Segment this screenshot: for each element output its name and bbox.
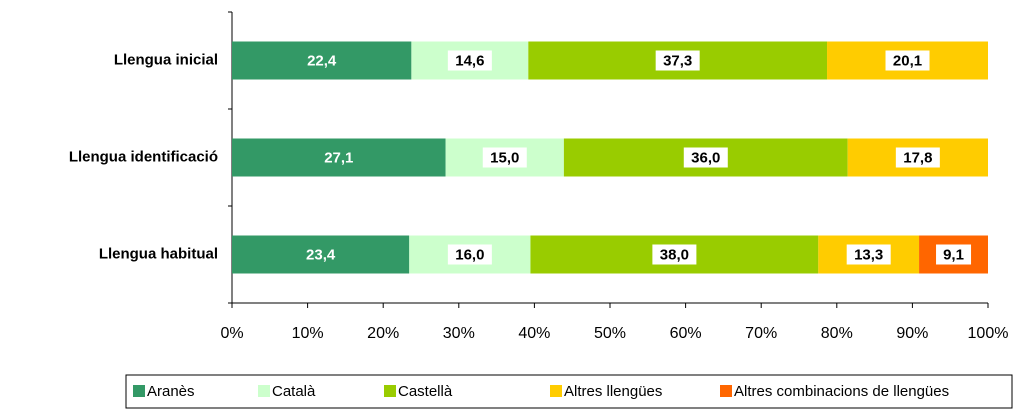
data-label: 38,0 <box>660 246 689 263</box>
data-label: 14,6 <box>455 52 484 69</box>
legend-swatch <box>384 385 396 397</box>
legend-label: Altres llengües <box>564 383 662 400</box>
x-tick-label: 0% <box>220 325 243 342</box>
data-label: 20,1 <box>893 52 922 69</box>
data-label-box <box>652 244 697 265</box>
category-label: Llengua habitual <box>99 245 218 262</box>
legend-swatch <box>550 385 562 397</box>
data-label: 13,3 <box>854 246 883 263</box>
data-label: 37,3 <box>663 52 692 69</box>
data-label: 9,1 <box>943 246 964 263</box>
data-label: 22,4 <box>307 52 337 69</box>
data-label: 27,1 <box>324 149 353 166</box>
data-label-box <box>846 244 891 265</box>
legend-box <box>125 374 1013 409</box>
data-label: 23,4 <box>306 246 336 263</box>
data-label-box <box>936 244 972 265</box>
data-label-box <box>895 147 940 168</box>
data-label: 17,8 <box>903 149 932 166</box>
data-label-box <box>447 244 492 265</box>
x-tick-label: 60% <box>670 325 702 342</box>
data-label: 16,0 <box>455 246 484 263</box>
x-tick-label: 40% <box>518 325 550 342</box>
data-label: 36,0 <box>691 149 720 166</box>
x-tick-label: 80% <box>821 325 853 342</box>
x-tick-label: 100% <box>968 325 1009 342</box>
data-label-box <box>885 50 930 71</box>
x-tick-label: 50% <box>594 325 626 342</box>
legend-label: Altres combinacions de llengües <box>734 383 949 400</box>
bar-segment <box>232 138 446 177</box>
legend-swatch <box>133 385 145 397</box>
category-label: Llengua inicial <box>114 51 218 68</box>
data-label: 15,0 <box>490 149 519 166</box>
legend-label: Català <box>272 383 316 400</box>
category-label: Llengua identificació <box>69 148 218 165</box>
bar-segment <box>232 41 412 80</box>
data-label-box <box>683 147 728 168</box>
legend-swatch <box>720 385 732 397</box>
data-label-box <box>482 147 527 168</box>
x-tick-label: 90% <box>896 325 928 342</box>
legend-swatch <box>258 385 270 397</box>
legend-label: Aranès <box>147 383 195 400</box>
x-tick-label: 70% <box>745 325 777 342</box>
data-label-box <box>655 50 700 71</box>
legend-label: Castellà <box>398 383 453 400</box>
x-tick-label: 30% <box>443 325 475 342</box>
x-tick-label: 10% <box>292 325 324 342</box>
x-tick-label: 20% <box>367 325 399 342</box>
data-label-box <box>447 50 492 71</box>
bar-segment <box>232 235 410 274</box>
